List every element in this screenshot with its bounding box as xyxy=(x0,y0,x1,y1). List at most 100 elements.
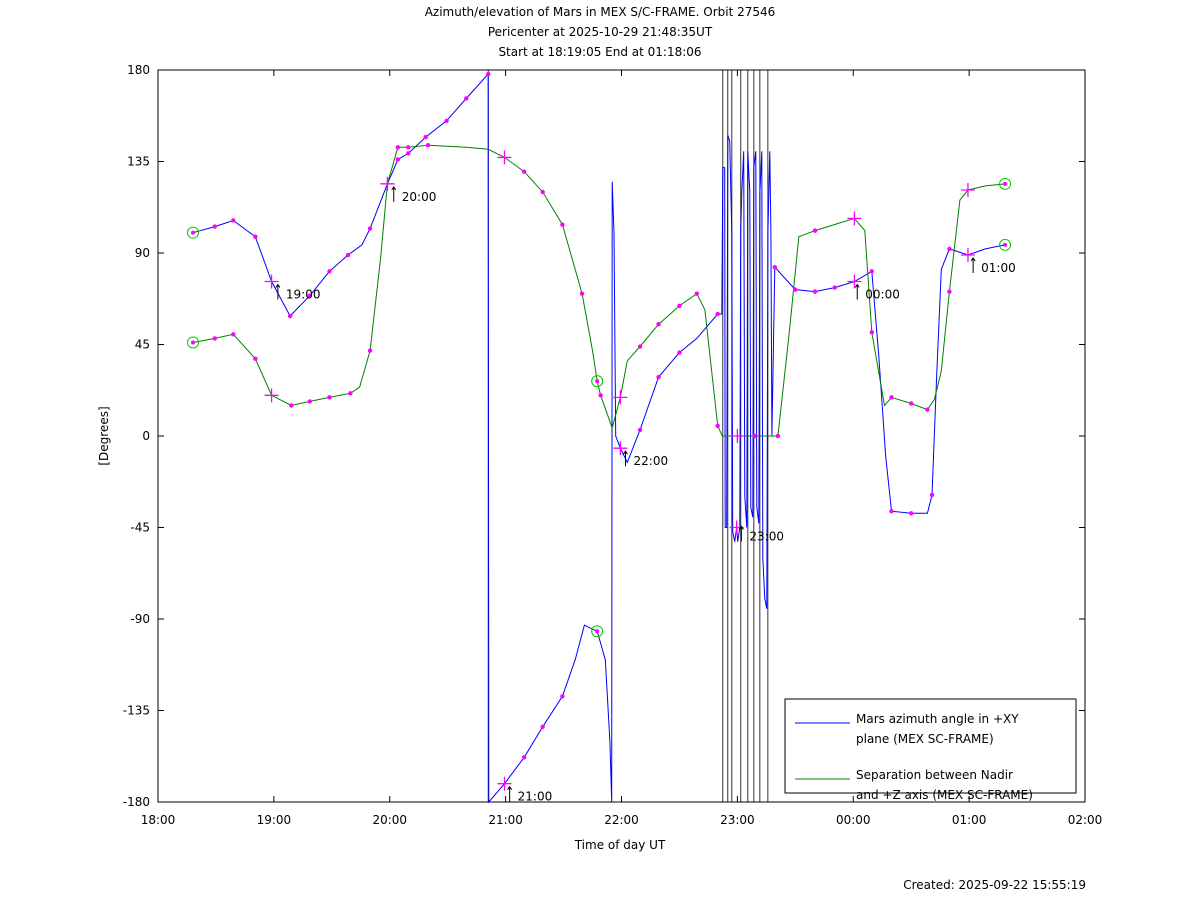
y-tick-label: 0 xyxy=(142,429,150,443)
sample-dot-marker xyxy=(423,134,428,140)
x-tick-label: 19:00 xyxy=(257,813,292,827)
event-circle-marker xyxy=(186,336,199,349)
sample-dot-marker xyxy=(715,423,720,429)
sample-dot-marker xyxy=(540,724,545,729)
hour-plus-marker xyxy=(613,390,628,405)
y-tick-label: -90 xyxy=(130,612,150,626)
sample-dot-marker xyxy=(752,433,757,439)
legend-label: plane (MEX SC-FRAME) xyxy=(856,732,994,746)
sample-dot-marker xyxy=(1003,242,1008,247)
sample-dot-marker xyxy=(367,226,373,231)
event-circle-marker xyxy=(999,177,1012,190)
hour-plus-marker xyxy=(847,274,862,289)
sample-dot-marker xyxy=(869,330,874,335)
sample-dot-marker xyxy=(406,145,411,150)
sample-dot-marker xyxy=(637,427,643,433)
y-tick-label: 90 xyxy=(135,246,150,260)
event-circle-marker xyxy=(186,226,199,239)
sample-dot-marker xyxy=(212,224,217,229)
hour-annotation-arrow xyxy=(970,257,976,274)
sample-dot-marker xyxy=(444,118,449,124)
hour-plus-marker xyxy=(960,182,975,197)
hour-plus-marker xyxy=(847,211,862,226)
x-tick-label: 18:00 xyxy=(141,813,176,827)
y-tick-label: -135 xyxy=(123,704,150,718)
sample-dot-marker xyxy=(908,511,914,516)
series-line-1 xyxy=(192,144,1006,437)
x-tick-label: 02:00 xyxy=(1068,813,1103,827)
sample-dot-marker xyxy=(253,234,258,239)
sample-dot-marker xyxy=(656,321,661,327)
y-tick-label: 45 xyxy=(135,338,150,352)
sample-dot-marker xyxy=(231,218,236,223)
sample-dot-marker xyxy=(677,303,682,309)
hour-annotation-label: 01:00 xyxy=(981,261,1016,275)
sample-dot-marker xyxy=(812,228,818,233)
sample-dot-marker xyxy=(869,269,874,274)
sample-dot-marker xyxy=(925,407,930,412)
hour-annotation-arrow xyxy=(854,283,860,300)
x-tick-label: 21:00 xyxy=(488,813,523,827)
sample-dot-marker xyxy=(406,151,411,156)
sample-dot-marker xyxy=(889,509,894,514)
x-tick-label: 00:00 xyxy=(836,813,871,827)
sample-dot-marker xyxy=(595,629,600,634)
sample-dot-marker xyxy=(656,374,661,380)
event-circle-marker xyxy=(591,625,604,638)
sample-dot-marker xyxy=(521,755,527,760)
legend-label: Separation between Nadir xyxy=(856,768,1013,782)
sample-dot-marker xyxy=(637,344,643,349)
y-tick-label: -45 xyxy=(130,521,150,535)
sample-dot-marker xyxy=(486,71,491,77)
sample-dot-marker xyxy=(327,269,332,274)
hour-plus-marker xyxy=(497,776,512,791)
sample-dot-marker xyxy=(1003,181,1008,186)
sample-dot-marker xyxy=(579,291,585,296)
chart-title: Azimuth/elevation of Mars in MEX S/C-FRA… xyxy=(425,5,776,19)
series-line-0 xyxy=(192,72,1006,804)
sample-dot-marker xyxy=(345,252,351,258)
hour-annotation-label: 19:00 xyxy=(286,287,321,301)
created-footer: Created: 2025-09-22 15:55:19 xyxy=(903,878,1086,892)
sample-dot-marker xyxy=(253,356,258,361)
plot-frame xyxy=(157,69,1086,803)
hour-plus-marker xyxy=(380,176,395,191)
sample-dot-marker xyxy=(367,348,373,353)
legend-label: Mars azimuth angle in +XY xyxy=(856,712,1019,726)
y-axis-label: [Degrees] xyxy=(97,406,111,465)
sample-dot-marker xyxy=(947,246,952,252)
hour-annotation-label: 00:00 xyxy=(865,287,900,301)
sample-dot-marker xyxy=(812,289,818,294)
hour-plus-marker xyxy=(613,441,628,456)
hour-plus-marker xyxy=(730,429,745,443)
sample-dot-marker xyxy=(289,403,294,408)
sample-dot-marker xyxy=(307,399,312,404)
hour-annotation-arrow xyxy=(275,283,281,300)
sample-dot-marker xyxy=(540,189,545,195)
hour-annotation-label: 22:00 xyxy=(634,454,669,468)
chart-subtitle-start-end: Start at 18:19:05 End at 01:18:06 xyxy=(498,45,701,59)
hour-plus-marker xyxy=(497,150,512,165)
sample-dot-marker xyxy=(929,492,935,498)
sample-dot-marker xyxy=(212,336,217,341)
y-tick-label: 135 xyxy=(127,155,150,169)
event-circle-marker xyxy=(591,375,604,388)
sample-dot-marker xyxy=(464,96,469,101)
hour-annotation-arrow xyxy=(391,185,397,202)
sample-dot-marker xyxy=(327,395,332,400)
x-tick-label: 23:00 xyxy=(720,813,755,827)
sample-dot-marker xyxy=(190,340,195,345)
sample-dot-marker xyxy=(694,291,700,296)
sample-dot-marker xyxy=(908,401,914,406)
sample-dot-marker xyxy=(307,293,312,298)
sample-dot-marker xyxy=(947,289,952,294)
event-circle-marker xyxy=(999,238,1012,251)
sample-dot-marker xyxy=(598,393,603,398)
y-tick-label: 180 xyxy=(127,63,150,77)
sample-dot-marker xyxy=(715,311,720,317)
sample-dot-marker xyxy=(889,395,894,400)
hour-annotation-label: 23:00 xyxy=(749,529,784,543)
sample-dot-marker xyxy=(560,222,565,227)
y-tick-label: -180 xyxy=(123,795,150,809)
